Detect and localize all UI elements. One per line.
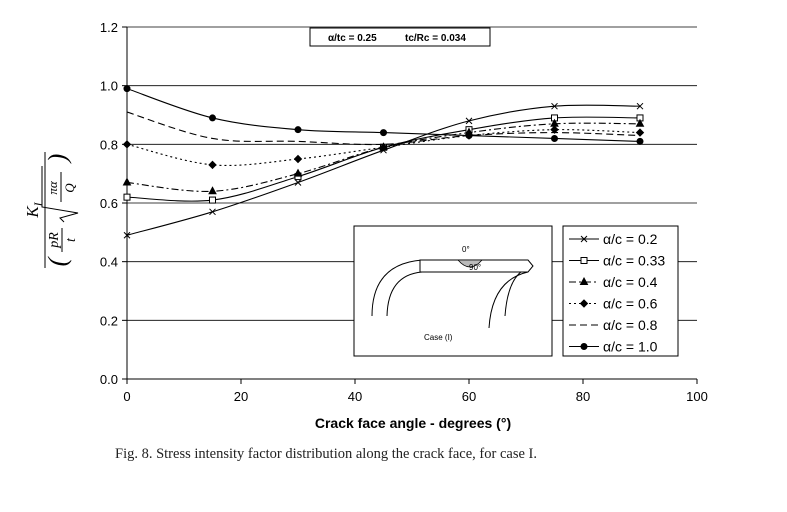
y-label-radical: [41, 166, 79, 223]
x-tick-label: 80: [576, 389, 590, 404]
branch-wall-inner: [488, 271, 529, 329]
data-point: [635, 118, 645, 127]
tick-labels: 0.0 0.2 0.4 0.6 0.8 1.0 1.2 0 20 40 60 80 100: [100, 20, 708, 404]
legend: α/c = 0.2 α/c = 0.33 α/c = 0.4 α/c = 0.6 α/c…: [562, 225, 679, 357]
data-point: [122, 177, 132, 186]
figure-caption: Fig. 8. Stress intensity factor distribu…: [115, 446, 537, 462]
inset-frame: [353, 225, 553, 357]
legend-entry: α/c = 0.4: [569, 274, 658, 290]
angle-top-label: 0°: [462, 245, 470, 254]
parameter-t-r: tᴄ/Rᴄ = 0.034: [405, 33, 466, 44]
legend-frame: [562, 225, 679, 357]
legend-label: α/c = 0.8: [603, 317, 658, 333]
x-axis-label: Crack face angle - degrees (°): [315, 415, 511, 431]
legend-label: α/c = 1.0: [603, 339, 658, 355]
data-point: [208, 160, 217, 170]
legend-label: α/c = 0.2: [603, 231, 658, 247]
legend-marker: [580, 257, 588, 264]
x-tick-label: 100: [686, 389, 708, 404]
legend-entry: α/c = 0.8: [569, 317, 658, 333]
y-label-k: KI: [23, 201, 45, 218]
y-label-paren-right: ): [43, 154, 72, 165]
y-tick-label: 0.8: [100, 137, 118, 152]
legend-label: α/c = 0.33: [603, 253, 665, 269]
data-point: [380, 129, 387, 137]
x-tick-label: 20: [234, 389, 248, 404]
legend-entry: α/c = 1.0: [569, 339, 658, 355]
y-label-paren-left: (: [43, 256, 72, 266]
y-tick-label: 1.0: [100, 79, 118, 94]
y-label-rad-num: πα: [45, 180, 60, 195]
legend-marker: [580, 343, 588, 350]
data-point: [551, 134, 558, 142]
data-point: [123, 231, 131, 239]
data-point: [123, 85, 131, 93]
data-point: [379, 143, 388, 152]
y-label-num: pR: [47, 232, 62, 249]
legend-marker: [579, 299, 589, 308]
legend-entry: α/c = 0.6: [569, 296, 658, 312]
legend-entry: α/c = 0.2: [569, 231, 658, 247]
y-tick-label: 0.2: [100, 313, 118, 328]
series-line: [126, 111, 641, 146]
data-point: [208, 186, 217, 195]
series-lines: [122, 85, 645, 239]
legend-marker: [580, 235, 588, 243]
y-tick-label: 1.2: [100, 20, 118, 35]
inset-case-label: Case (I): [424, 333, 453, 342]
data-point: [209, 114, 216, 122]
x-tick-label: 0: [123, 389, 130, 404]
series-2: [123, 114, 644, 204]
series-line: [126, 104, 641, 236]
y-tick-label: 0.0: [100, 372, 118, 387]
data-point: [636, 102, 644, 110]
y-label-den: t: [64, 237, 79, 242]
angle-side-label: 90°: [469, 263, 481, 272]
parameter-alpha-t: α/tᴄ = 0.25: [328, 33, 377, 44]
legend-label: α/c = 0.6: [603, 296, 658, 312]
crack-region: [457, 259, 483, 268]
legend-marker: [579, 276, 589, 285]
legend-label: α/c = 0.4: [603, 274, 658, 290]
nozzle-band: [419, 259, 534, 273]
y-label-rad-den: Q: [62, 183, 77, 193]
x-tick-label: 60: [462, 389, 476, 404]
data-point: [550, 125, 559, 134]
y-axis-label: KI ( ) pR t πα Q: [23, 152, 79, 268]
inset-figure: 0° 90° Case (I): [353, 225, 553, 357]
data-point: [636, 137, 644, 145]
data-point: [294, 179, 302, 186]
data-point: [122, 140, 132, 149]
data-point: [123, 193, 131, 201]
series-5: [126, 111, 641, 146]
data-point: [209, 208, 216, 216]
data-point: [465, 117, 473, 125]
data-point: [635, 128, 645, 137]
parameter-box-frame: [309, 27, 491, 47]
legend-entry: α/c = 0.33: [569, 253, 665, 269]
y-tick-label: 0.4: [100, 255, 118, 270]
data-point: [465, 132, 473, 140]
y-tick-label: 0.6: [100, 196, 118, 211]
series-6: [123, 85, 644, 145]
parameter-box: α/tᴄ = 0.25 tᴄ/Rᴄ = 0.034: [309, 27, 491, 47]
data-point: [293, 168, 303, 177]
data-point: [209, 196, 216, 204]
data-point: [293, 154, 303, 164]
x-tick-label: 40: [348, 389, 362, 404]
data-point: [294, 126, 302, 134]
data-point: [551, 102, 558, 110]
